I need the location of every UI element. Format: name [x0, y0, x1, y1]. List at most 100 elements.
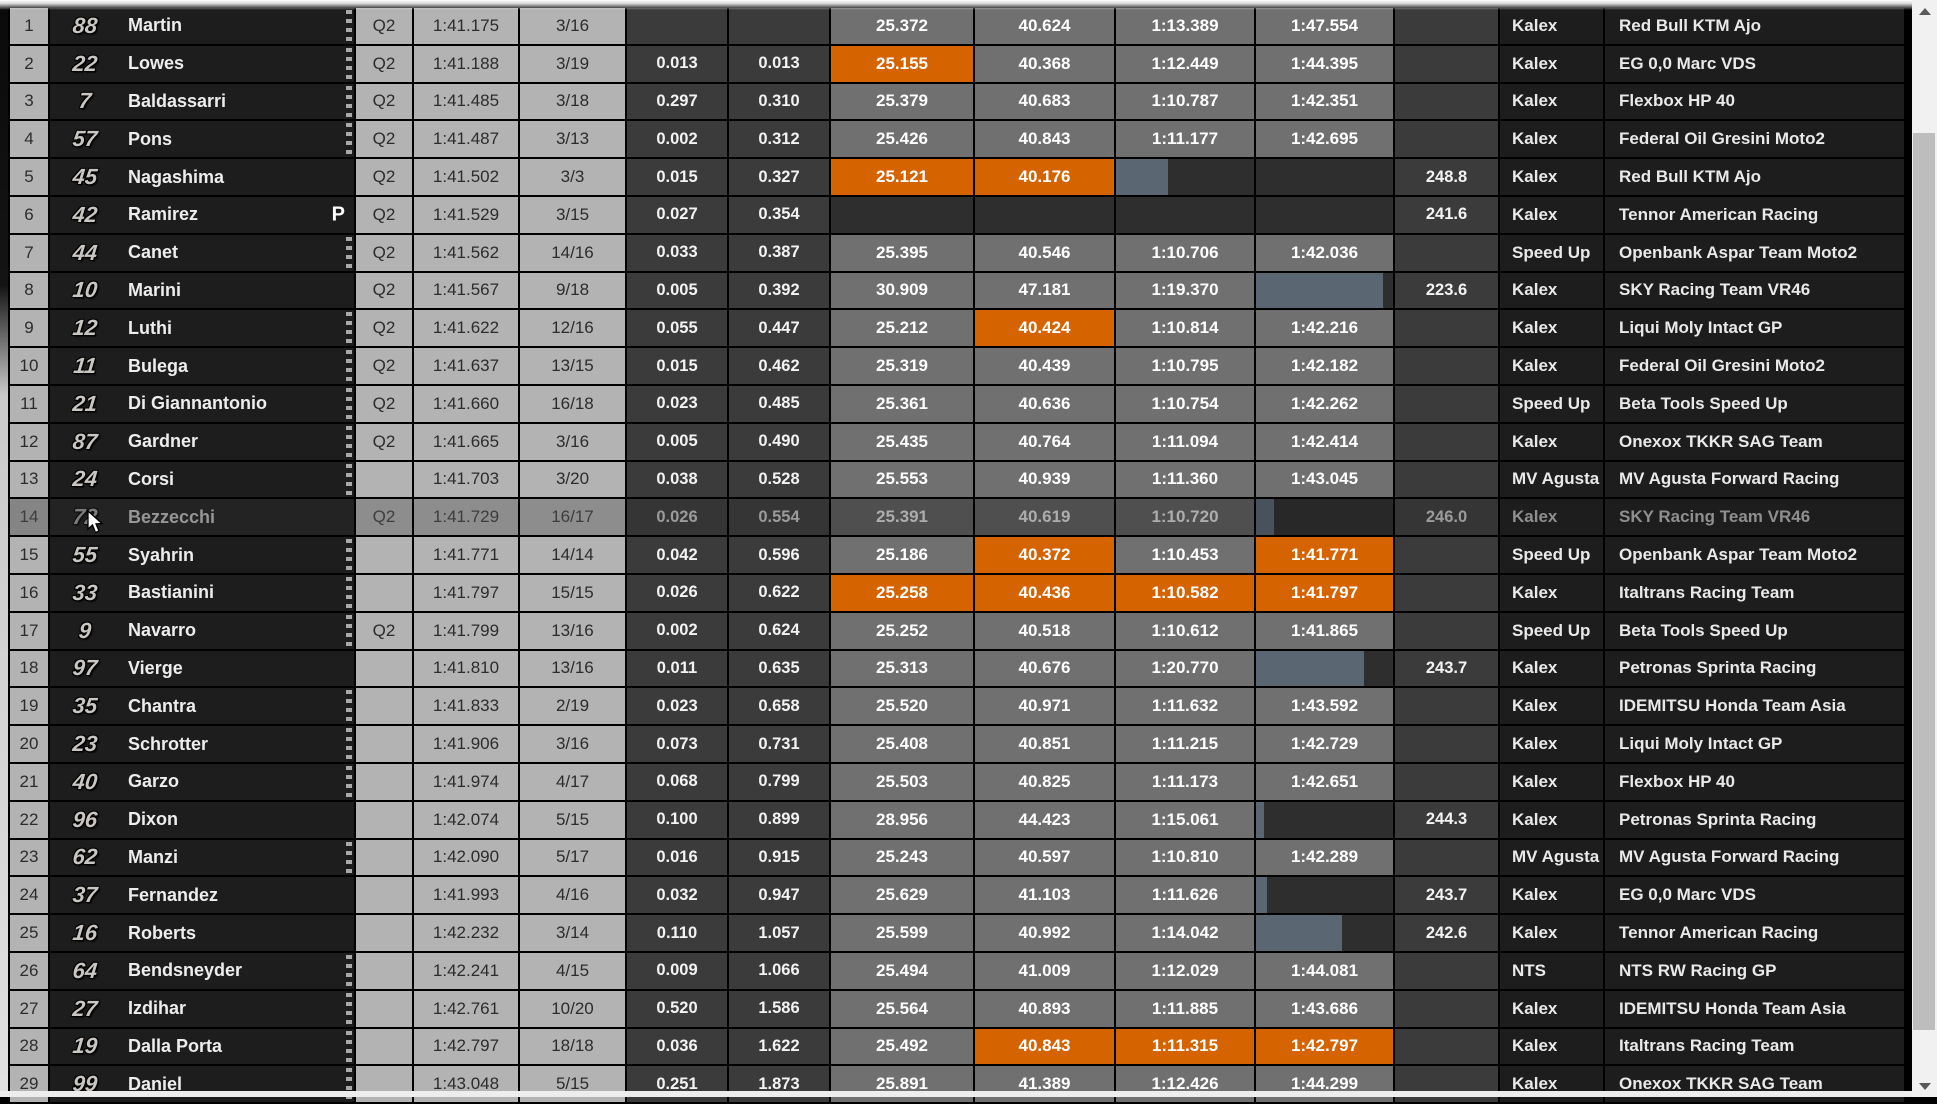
- rider-cell[interactable]: 10 Marini: [50, 272, 354, 309]
- gap-leader-cell: 1.066: [729, 952, 829, 989]
- table-row[interactable]: 17 9 Navarro Q2 1:41.799 13/16 0.002 0.6…: [0, 612, 1912, 649]
- table-row[interactable]: 25 16 Roberts 1:42.232 3/14 0.110 1.057 …: [0, 915, 1912, 951]
- chassis-cell: Speed Up: [1500, 385, 1603, 422]
- sector4-cell: 1:42.262: [1256, 385, 1393, 422]
- gap-previous-cell: 0.055: [627, 310, 727, 347]
- table-row[interactable]: 24 37 Fernandez 1:41.993 4/16 0.032 0.94…: [0, 877, 1912, 914]
- rider-cell[interactable]: 72 Bezzecchi: [50, 499, 354, 536]
- scroll-up-button[interactable]: [1912, 0, 1937, 22]
- rider-cell[interactable]: 96 Dixon: [50, 801, 354, 838]
- rider-cell[interactable]: 62 Manzi: [50, 839, 354, 876]
- rider-cell[interactable]: 44 Canet: [50, 234, 354, 271]
- rider-cell[interactable]: 24 Corsi: [50, 461, 354, 498]
- table-row[interactable]: 27 27 Izdihar 1:42.761 10/20 0.520 1.586…: [0, 990, 1912, 1027]
- rider-cell[interactable]: 55 Syahrin: [50, 537, 354, 573]
- sector2-cell: 40.518: [975, 612, 1114, 649]
- lapcount-cell: 3/16: [520, 8, 625, 44]
- team-cell: Openbank Aspar Team Moto2: [1605, 537, 1904, 573]
- table-row[interactable]: 23 62 Manzi 1:42.090 5/17 0.016 0.915 25…: [0, 839, 1912, 876]
- table-row[interactable]: 6 42 Ramirez P Q2 1:41.529 3/15 0.027 0.…: [0, 196, 1912, 233]
- on-pit-indicator-dots: [346, 1068, 352, 1101]
- table-row[interactable]: 14 72 Bezzecchi Q2 1:41.729 16/17 0.026 …: [0, 499, 1912, 536]
- rider-cell[interactable]: 37 Fernandez: [50, 877, 354, 914]
- rider-name: Bendsneyder: [128, 960, 243, 981]
- sector3-cell: 1:11.360: [1116, 461, 1254, 498]
- sector3-cell: 1:14.042: [1116, 915, 1254, 951]
- rider-number: 40: [71, 768, 99, 794]
- table-row[interactable]: 8 10 Marini Q2 1:41.567 9/18 0.005 0.392…: [0, 272, 1912, 309]
- table-row[interactable]: 16 33 Bastianini 1:41.797 15/15 0.026 0.…: [0, 574, 1912, 611]
- table-row[interactable]: 3 7 Baldassarri Q2 1:41.485 3/18 0.297 0…: [0, 83, 1912, 120]
- table-row[interactable]: 26 64 Bendsneyder 1:42.241 4/15 0.009 1.…: [0, 952, 1912, 989]
- rider-cell[interactable]: 11 Bulega: [50, 348, 354, 384]
- table-row[interactable]: 19 35 Chantra 1:41.833 2/19 0.023 0.658 …: [0, 688, 1912, 725]
- table-row[interactable]: 13 24 Corsi 1:41.703 3/20 0.038 0.528 25…: [0, 461, 1912, 498]
- q2-cell: Q2: [356, 196, 412, 233]
- rider-number: 35: [71, 693, 99, 719]
- sector2-cell: 40.424: [975, 310, 1114, 347]
- gap-leader-cell: 0.327: [729, 159, 829, 195]
- table-row[interactable]: 7 44 Canet Q2 1:41.562 14/16 0.033 0.387…: [0, 234, 1912, 271]
- table-row[interactable]: 15 55 Syahrin 1:41.771 14/14 0.042 0.596…: [0, 537, 1912, 573]
- rider-cell[interactable]: 35 Chantra: [50, 688, 354, 725]
- table-row[interactable]: 11 21 Di Giannantonio Q2 1:41.660 16/18 …: [0, 385, 1912, 422]
- rider-cell[interactable]: 9 Navarro: [50, 612, 354, 649]
- table-row[interactable]: 4 57 Pons Q2 1:41.487 3/13 0.002 0.312 2…: [0, 121, 1912, 158]
- rider-cell[interactable]: 45 Nagashima: [50, 159, 354, 195]
- lapcount-cell: 12/16: [520, 310, 625, 347]
- table-row[interactable]: 9 12 Luthi Q2 1:41.622 12/16 0.055 0.447…: [0, 310, 1912, 347]
- rider-cell[interactable]: 23 Schrotter: [50, 726, 354, 762]
- scrollbar-thumb[interactable]: [1913, 133, 1935, 1030]
- gap-previous-cell: 0.073: [627, 726, 727, 762]
- table-row[interactable]: 28 19 Dalla Porta 1:42.797 18/18 0.036 1…: [0, 1028, 1912, 1065]
- table-row[interactable]: 12 87 Gardner Q2 1:41.665 3/16 0.005 0.4…: [0, 423, 1912, 460]
- rider-cell[interactable]: 27 Izdihar: [50, 990, 354, 1027]
- sector3-cell: 1:11.315: [1116, 1028, 1254, 1065]
- gap-leader-cell: 0.528: [729, 461, 829, 498]
- rider-cell[interactable]: 57 Pons: [50, 121, 354, 158]
- vertical-scrollbar[interactable]: [1912, 0, 1937, 1097]
- chassis-cell: Kalex: [1500, 763, 1603, 800]
- sector2-cell: 40.546: [975, 234, 1114, 271]
- chassis-cell: Speed Up: [1500, 234, 1603, 271]
- sector4-cell: 1:42.651: [1256, 763, 1393, 800]
- speed-cell: [1395, 461, 1498, 498]
- on-pit-indicator-dots: [346, 463, 352, 496]
- table-row[interactable]: 2 22 Lowes Q2 1:41.188 3/19 0.013 0.013 …: [0, 45, 1912, 82]
- sector1-cell: 25.503: [831, 763, 973, 800]
- rider-cell[interactable]: 97 Vierge: [50, 650, 354, 687]
- table-row[interactable]: 20 23 Schrotter 1:41.906 3/16 0.073 0.73…: [0, 726, 1912, 762]
- laptime-cell: 1:41.660: [414, 385, 518, 422]
- rider-cell[interactable]: 21 Di Giannantonio: [50, 385, 354, 422]
- table-row[interactable]: 5 45 Nagashima Q2 1:41.502 3/3 0.015 0.3…: [0, 159, 1912, 195]
- sector2-cell: 40.843: [975, 121, 1114, 158]
- table-row[interactable]: 21 40 Garzo 1:41.974 4/17 0.068 0.799 25…: [0, 763, 1912, 800]
- rider-cell[interactable]: 33 Bastianini: [50, 574, 354, 611]
- table-row[interactable]: 10 11 Bulega Q2 1:41.637 13/15 0.015 0.4…: [0, 348, 1912, 384]
- rider-cell[interactable]: 42 Ramirez P: [50, 196, 354, 233]
- rider-cell[interactable]: 12 Luthi: [50, 310, 354, 347]
- rider-cell[interactable]: 19 Dalla Porta: [50, 1028, 354, 1065]
- rider-name: Dixon: [128, 809, 179, 830]
- team-cell: Openbank Aspar Team Moto2: [1605, 234, 1904, 271]
- q2-cell: [356, 839, 412, 876]
- sector3-cell: [1116, 159, 1254, 195]
- sector4-cell: 1:44.081: [1256, 952, 1393, 989]
- on-pit-indicator-dots: [346, 539, 352, 571]
- q2-cell: [356, 461, 412, 498]
- rider-cell[interactable]: 88 Martin: [50, 8, 354, 44]
- scroll-down-button[interactable]: [1912, 1075, 1937, 1097]
- laptime-cell: 1:41.637: [414, 348, 518, 384]
- table-row[interactable]: 22 96 Dixon 1:42.074 5/15 0.100 0.899 28…: [0, 801, 1912, 838]
- rider-cell[interactable]: 40 Garzo: [50, 763, 354, 800]
- rider-cell[interactable]: 64 Bendsneyder: [50, 952, 354, 989]
- rider-cell[interactable]: 7 Baldassarri: [50, 83, 354, 120]
- rider-number: 9: [77, 617, 93, 643]
- table-row[interactable]: 1 88 Martin Q2 1:41.175 3/16 25.372 40.6…: [0, 8, 1912, 44]
- rider-cell[interactable]: 16 Roberts: [50, 915, 354, 951]
- rider-cell[interactable]: 87 Gardner: [50, 423, 354, 460]
- gap-previous-cell: 0.011: [627, 650, 727, 687]
- rider-cell[interactable]: 22 Lowes: [50, 45, 354, 82]
- sector2-cell: 40.825: [975, 763, 1114, 800]
- table-row[interactable]: 18 97 Vierge 1:41.810 13/16 0.011 0.635 …: [0, 650, 1912, 687]
